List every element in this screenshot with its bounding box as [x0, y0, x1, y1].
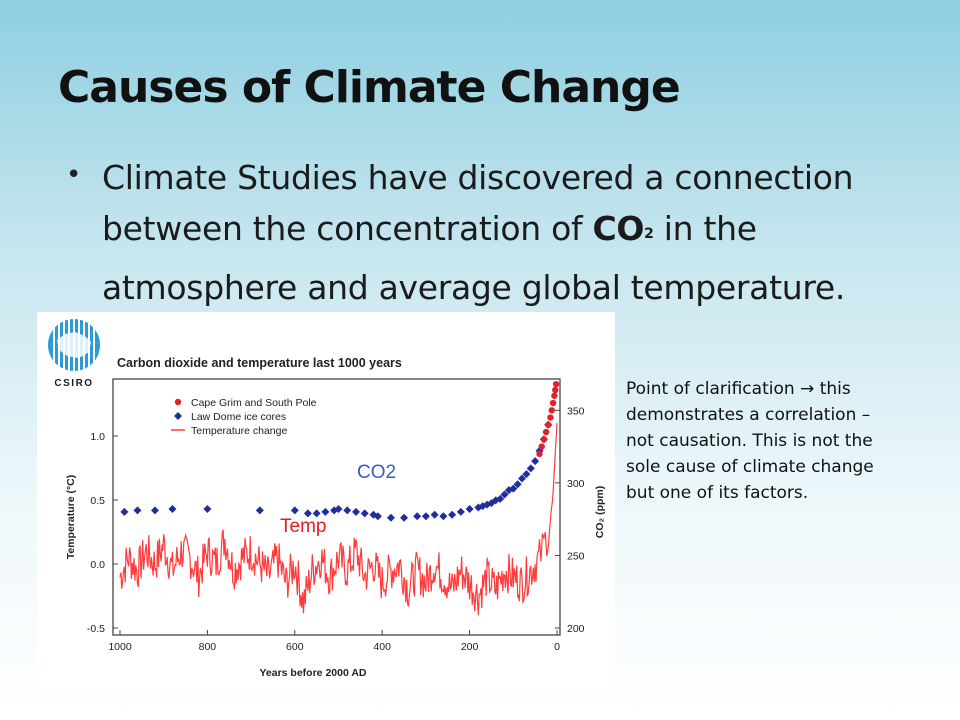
data-point-law-dome [526, 464, 535, 473]
co2-main: CO [592, 209, 645, 248]
x-tick-label: 800 [199, 641, 217, 653]
y-axis-left-label: Temperature (°C) [65, 475, 77, 560]
x-tick-label: 1000 [108, 641, 132, 653]
x-tick-label: 600 [286, 641, 304, 653]
data-point-law-dome [500, 490, 509, 499]
data-point-law-dome [334, 504, 343, 513]
chart-image: CSIRO Carbon dioxide and temperature las… [37, 312, 615, 690]
data-point-law-dome [413, 512, 422, 521]
y-right-tick-label: 350 [567, 405, 585, 417]
logo-text: CSIRO [54, 378, 93, 389]
data-point-cape-grim [548, 407, 555, 414]
data-point-cape-grim [542, 428, 550, 436]
data-point-cape-grim [540, 436, 548, 443]
data-point-law-dome [439, 512, 448, 521]
data-point-law-dome [518, 474, 527, 483]
data-point-law-dome [150, 506, 159, 515]
chart-svg: CSIRO Carbon dioxide and temperature las… [48, 319, 606, 679]
co2-subscript: 2 [644, 226, 654, 242]
y-left-tick-label: -0.5 [87, 623, 105, 635]
data-point-law-dome [386, 513, 395, 522]
data-point-law-dome [351, 507, 360, 516]
data-point-law-dome [203, 504, 212, 513]
x-tick-label: 200 [461, 641, 479, 653]
data-point-law-dome [487, 499, 496, 508]
data-point-law-dome [303, 509, 312, 518]
plot-frame [112, 378, 561, 636]
series-line-temperature [119, 423, 558, 616]
data-point-law-dome [360, 509, 369, 518]
data-point-law-dome [465, 504, 474, 513]
bullet-text: Climate Studies have discovered a connec… [102, 152, 926, 313]
csiro-logo: CSIRO [48, 319, 100, 389]
data-point-law-dome [509, 484, 518, 493]
y-left-tick-label: 0.0 [90, 559, 105, 571]
legend: Cape Grim and South Pole Law Dome ice co… [171, 397, 317, 437]
y-right-tick-label: 200 [567, 623, 585, 635]
data-point-cape-grim [538, 443, 545, 450]
data-point-cape-grim [549, 399, 557, 407]
data-point-law-dome [321, 507, 330, 516]
bullet-point: • Climate Studies have discovered a conn… [66, 152, 926, 313]
bullet-text-before: Climate Studies have discovered a connec… [102, 158, 854, 248]
y-right-tick-label: 250 [567, 550, 585, 562]
y-left-tick-label: 1.0 [90, 431, 105, 443]
slide-title: Causes of Climate Change [58, 62, 681, 113]
data-point-law-dome [430, 510, 439, 519]
data-point-cape-grim [545, 421, 552, 428]
legend-label-temperature: Temperature change [191, 425, 287, 437]
y-right-tick-label: 300 [567, 478, 585, 490]
data-point-law-dome [255, 506, 264, 515]
y-left-tick-label: 0.5 [90, 495, 105, 507]
annotation-co2: CO2 [357, 462, 396, 483]
data-point-cape-grim [536, 450, 543, 458]
annotation-temp: Temp [280, 516, 326, 537]
data-point-law-dome [531, 457, 540, 466]
data-point-cape-grim [552, 386, 559, 394]
data-point-law-dome [133, 506, 142, 515]
legend-label-law-dome: Law Dome ice cores [191, 411, 286, 423]
legend-marker-law-dome [174, 412, 182, 420]
data-point-cape-grim [547, 414, 554, 421]
x-tick-label: 400 [373, 641, 391, 653]
data-point-law-dome [421, 512, 430, 521]
data-point-law-dome [330, 506, 339, 515]
x-tick-label: 0 [554, 641, 560, 653]
legend-label-cape-grim: Cape Grim and South Pole [191, 397, 317, 409]
australia-shape-icon [57, 332, 91, 358]
data-point-cape-grim [551, 392, 558, 399]
data-point-law-dome [400, 513, 409, 522]
data-point-law-dome [312, 509, 321, 518]
data-point-law-dome [496, 494, 505, 503]
clarification-note: Point of clarification → this demonstrat… [626, 379, 874, 503]
data-point-law-dome [168, 504, 177, 513]
data-point-law-dome [522, 470, 531, 479]
data-point-law-dome [456, 507, 465, 516]
data-point-law-dome [120, 507, 129, 516]
data-point-law-dome [513, 480, 522, 489]
data-point-law-dome [373, 512, 382, 521]
bullet-dot: • [66, 160, 82, 190]
data-point-cape-grim [552, 380, 560, 388]
chart-title: Carbon dioxide and temperature last 1000… [117, 356, 402, 370]
data-point-law-dome [290, 506, 299, 515]
bullet-text-after: in the atmosphere and average global tem… [102, 209, 846, 307]
data-point-law-dome [343, 506, 352, 515]
legend-marker-cape-grim [174, 398, 182, 406]
x-axis-label: Years before 2000 AD [259, 667, 366, 679]
y-axis-right-label: CO₂ (ppm) [594, 486, 606, 539]
co2-formula: CO2 [592, 209, 653, 248]
data-point-law-dome [448, 510, 457, 519]
